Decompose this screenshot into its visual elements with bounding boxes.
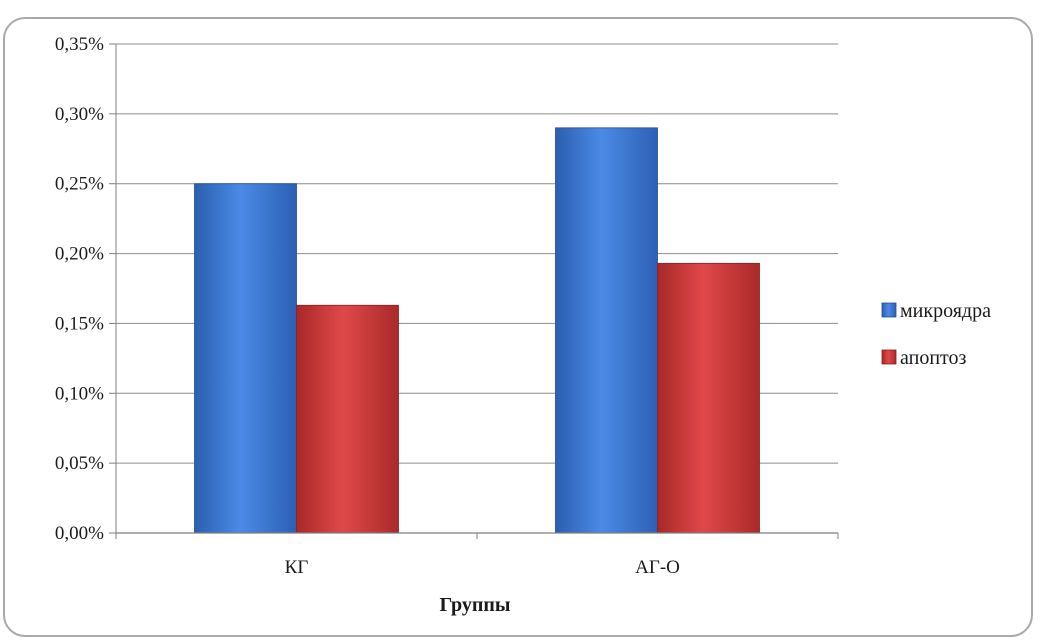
legend-label: апоптоз	[900, 347, 966, 369]
y-tick-label: 0,10%	[55, 383, 104, 404]
bar-apoptoz-1	[657, 262, 760, 534]
legend: микроядра апоптоз	[881, 300, 991, 369]
y-tick-label: 0,25%	[55, 174, 104, 195]
x-tick-label: КГ	[285, 557, 309, 578]
x-tick-label: АГ-О	[635, 557, 680, 578]
y-tick-label: 0,20%	[55, 244, 104, 265]
y-tick-label: 0,35%	[55, 34, 104, 55]
bar-apoptoz-0	[296, 304, 399, 534]
x-axis-title: Группы	[440, 594, 511, 616]
y-tick-label: 0,15%	[55, 313, 104, 334]
y-tick-label: 0,05%	[55, 453, 104, 474]
legend-swatch	[881, 349, 897, 365]
chart-frame	[3, 17, 1033, 637]
y-tick-label: 0,30%	[55, 104, 104, 125]
legend-label: микроядра	[900, 300, 991, 322]
bars	[194, 127, 760, 534]
bar-mikroyadra-0	[194, 183, 297, 534]
y-tick-label: 0,00%	[55, 523, 104, 544]
axes: 0,00% 0,05% 0,10% 0,15% 0,20% 0,25% 0,30% 0,35%…	[55, 34, 839, 578]
bar-mikroyadra-1	[555, 127, 658, 534]
legend-swatch	[881, 302, 897, 318]
